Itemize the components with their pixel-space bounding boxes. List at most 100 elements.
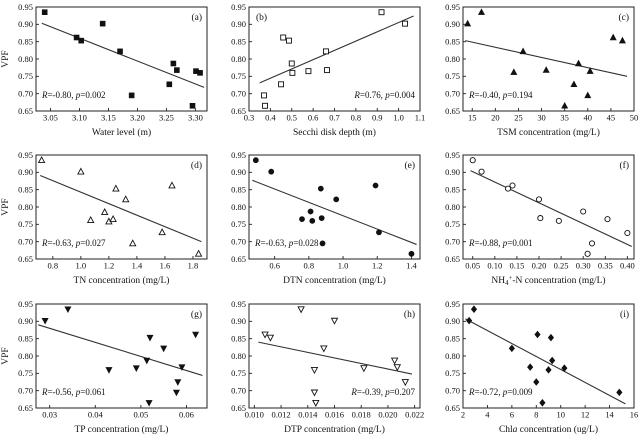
y-tick-label: 0.90 [18,316,33,326]
stats-annotation-a: R=-0.80, p=0.002 [41,90,106,100]
x-tick-label: 1.0 [394,112,405,122]
y-tick-label: 0.95 [231,150,246,160]
y-tick-label: 0.90 [445,168,460,178]
y-tick-label: 0.85 [231,185,246,195]
y-tick-label: 0.75 [231,368,246,378]
x-tick-label: 0.05 [133,409,148,419]
data-point-circle-open [623,230,631,237]
x-tick-label: 25 [514,112,522,122]
x-tick-label: 1.6 [160,261,171,271]
data-point-triangle-open [100,208,109,216]
x-tick-label: 1.4 [406,261,417,271]
y-tick-label: 0.75 [18,368,33,378]
data-point-triangle-down [105,366,113,374]
data-point-diamond [508,344,515,352]
y-tick-label: 0.95 [231,2,246,12]
data-point-diamond [547,333,554,342]
x-tick-label: 3.20 [130,112,145,122]
y-tick-label: 0.70 [231,237,246,247]
y-tick-label: 0.85 [18,333,33,343]
data-point-diamond [560,364,568,372]
x-tick-label: 0.012 [272,409,291,419]
data-point-square-open [280,34,287,41]
y-tick-label: 0.80 [231,202,246,212]
y-tick-label: 0.90 [445,19,460,29]
stats-annotation-e: R=-0.63, p=0.028 [254,238,319,248]
x-tick-label: 0.5 [287,112,298,122]
data-point-circle-open [584,251,591,258]
y-tick-label: 0.75 [445,71,460,81]
x-tick-label: 1.2 [372,261,383,271]
y-tick-label: 0.65 [18,403,33,413]
data-point-triangle [542,66,550,73]
stats-annotation-h: R=-0.39, p=0.207 [351,387,416,397]
y-tick-label: 0.75 [18,71,33,81]
data-point-triangle [618,36,626,44]
scatter-panel-e: 0.65 0.70 0.75 0.80 0.85 0.90 0.95 0.6 0.8 1.0 1.2… [231,150,421,286]
x-tick-label: 0.3 [244,112,255,122]
y-tick-label: 0.70 [18,89,33,99]
y-tick-label: 0.75 [445,220,460,230]
x-tick-label: 16 [629,409,637,419]
scatter-panel-c: 0.65 0.70 0.75 0.80 0.85 0.90 0.95 15 20 25 30 35 40… [445,2,638,138]
x-tick-label: 0.7 [330,112,341,122]
x-tick-label: 3.10 [72,112,87,122]
y-tick-label: 0.90 [231,316,246,326]
y-tick-label: 0.80 [18,351,33,361]
y-tick-label: 0.65 [18,106,33,116]
y-tick-label: 0.95 [445,2,460,12]
data-point-triangle-down-open [360,364,368,372]
data-point-triangle-down [192,331,200,338]
x-tick-label: 1.8 [188,261,199,271]
stats-annotation-d: R=-0.63, p=0.027 [41,238,106,248]
data-point-circle [307,208,314,215]
data-point-diamond [526,362,533,371]
y-tick-label: 0.85 [18,185,33,195]
data-point-triangle-open [194,249,203,257]
y-tick-label: 0.70 [231,89,246,99]
x-tick-label: 50 [629,112,637,122]
y-tick-label: 0.70 [18,385,33,395]
x-tick-label: 0.06 [179,409,194,419]
y-tick-label: 0.85 [231,333,246,343]
data-point-square-open [305,68,312,75]
y-tick-label: 0.65 [18,254,33,264]
data-point-circle-open [579,208,586,215]
trend-line-i [464,318,626,404]
data-point-triangle-open [86,216,95,224]
y-tick-label: 0.80 [18,54,33,64]
x-tick-label: 30 [537,112,545,122]
data-point-circle-open [509,182,516,189]
y-tick-label: 0.95 [18,2,33,12]
y-tick-label: 0.85 [445,185,460,195]
x-tick-label: 0.03 [42,409,57,419]
y-tick-label: 0.85 [231,37,246,47]
data-point-diamond [548,356,555,364]
y-tick-label: 0.80 [231,54,246,64]
y-tick-label: 0.70 [445,89,460,99]
data-point-square-open [402,20,409,27]
x-axis-label-h: DTP concentration (mg/L) [284,424,385,435]
data-point-diamond [532,377,540,386]
data-point-triangle [560,101,568,109]
x-tick-label: 0.010 [245,409,264,419]
trend-line-d [39,175,202,243]
data-point-triangle-open [37,156,46,164]
data-point-circle-open [469,157,476,164]
stats-annotation-i: R=-0.72, p=0.009 [468,387,533,397]
x-tick-label: 3.05 [43,112,58,122]
x-tick-label: 0.020 [379,409,398,419]
trend-line-f [469,170,632,248]
data-point-square [99,20,106,27]
data-point-diamond [545,365,552,374]
y-tick-label: 0.90 [18,168,33,178]
data-point-square-open [289,69,296,76]
panel-letter-b: (b) [256,12,267,23]
data-point-triangle [463,19,471,27]
stats-annotation-g: R=-0.56, p=0.061 [41,387,106,397]
x-tick-label: 1.4 [132,261,143,271]
data-point-triangle-open [109,215,117,223]
x-tick-label: 20 [491,112,499,122]
x-axis-label-c: TSM concentration (mg/L) [497,127,600,138]
data-point-diamond [534,330,541,338]
